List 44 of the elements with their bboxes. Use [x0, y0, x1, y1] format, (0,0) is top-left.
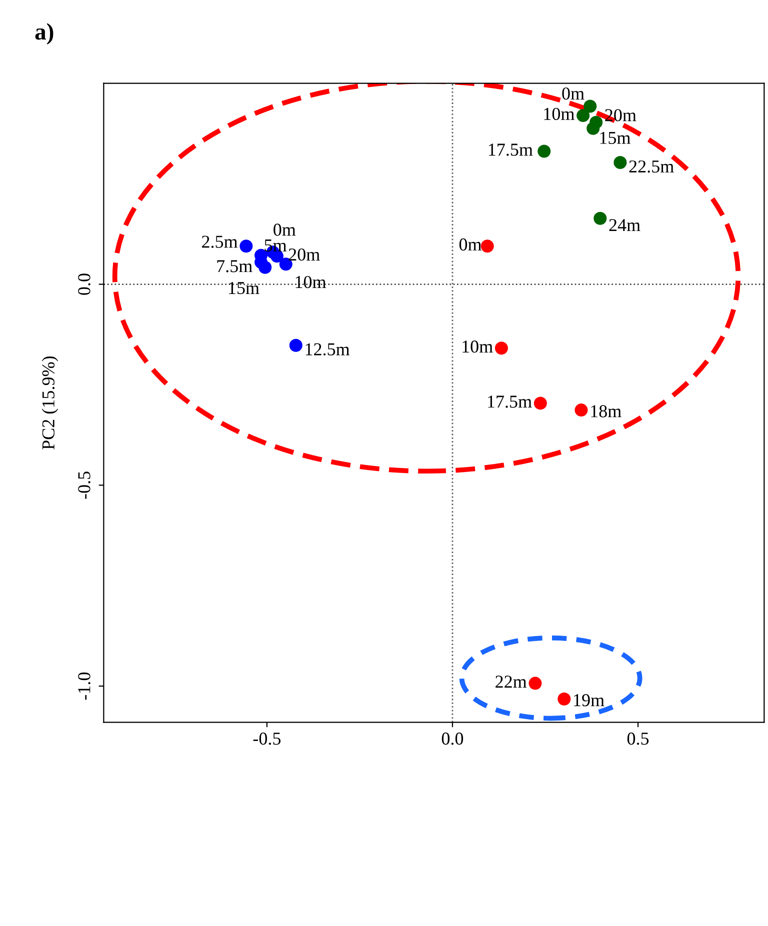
point: [289, 338, 302, 352]
point: [528, 676, 542, 690]
annotation: 17.5m: [488, 396, 532, 408]
annotation: 2.5m: [202, 236, 238, 248]
point: [574, 404, 588, 417]
annotation: 15m: [229, 282, 260, 294]
annotation: 5m: [264, 240, 287, 252]
point: [494, 342, 508, 355]
annotation: 18m: [591, 405, 622, 418]
point: [258, 260, 272, 274]
annotation: 19m: [574, 694, 604, 706]
annotation: 0m: [459, 238, 482, 251]
annotation: 10m: [296, 276, 326, 288]
annotation: 10m: [462, 340, 493, 353]
annotation: 12.5m: [306, 343, 350, 356]
annotation: 20m: [288, 248, 320, 261]
annotation: 17.5m: [488, 144, 533, 156]
point: [594, 212, 607, 225]
point: [590, 116, 603, 129]
y-axis-title: PC2 (15.9%): [42, 356, 58, 450]
annotation: 15m: [600, 132, 630, 144]
annotation: 22.5m: [629, 160, 674, 173]
point: [538, 144, 551, 158]
y-tick-label: -0.5: [78, 472, 90, 499]
annotation: 24m: [609, 219, 640, 232]
annotation: 10m: [544, 108, 574, 120]
annotation: 0m: [274, 224, 296, 236]
point: [558, 692, 571, 706]
point: [614, 156, 627, 170]
annotation: 7.5m: [217, 260, 252, 272]
point: [576, 108, 590, 122]
x-tick-label: -0.5: [253, 732, 281, 745]
annotation: 0m: [562, 87, 584, 100]
y-tick-label: 0.0: [78, 274, 90, 295]
point: [480, 240, 494, 253]
chart-title: a): [35, 23, 54, 45]
annotation: 22m: [496, 676, 527, 688]
point: [240, 240, 253, 253]
y-tick-label: -1.0: [78, 672, 90, 700]
x-tick-label: 0.0: [442, 732, 464, 745]
annotation: 20m: [605, 109, 636, 122]
point: [584, 100, 597, 113]
x-tick-label: 0.5: [627, 732, 649, 745]
point: [534, 396, 547, 410]
